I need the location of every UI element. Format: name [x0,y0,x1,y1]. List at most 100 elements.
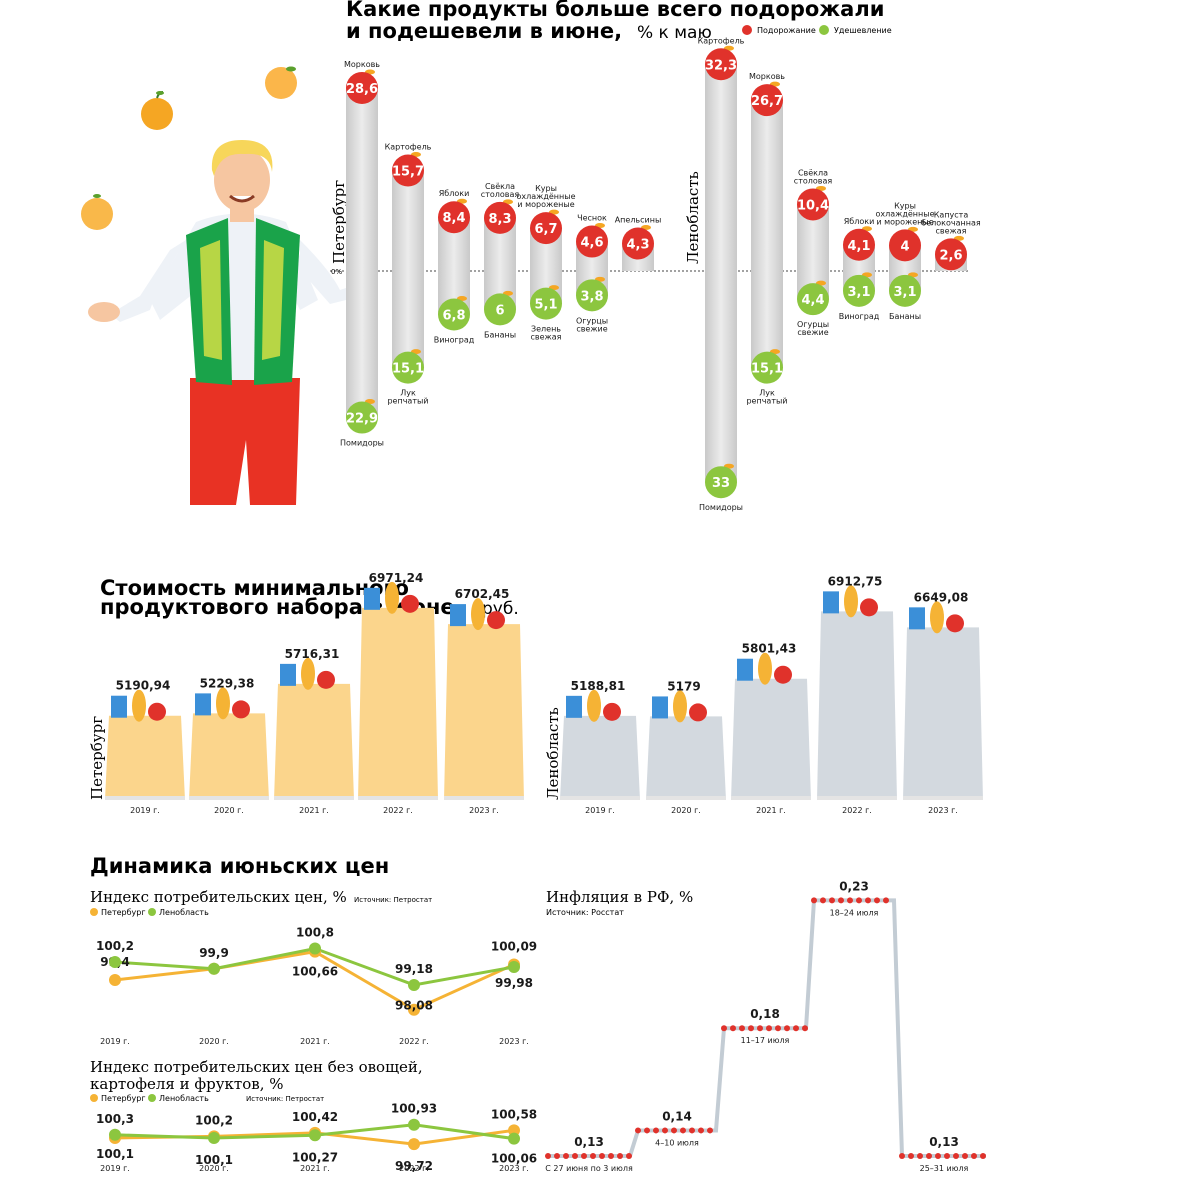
category-label: Лук [400,389,416,398]
inflation-dot [662,1127,668,1134]
inflation-dot [572,1153,578,1159]
category-label: Виноград [434,336,475,345]
bag-shadow [731,796,811,800]
year-label: 2019 г. [130,806,160,815]
value-label: 3,1 [847,285,870,300]
orange-icon [81,194,113,230]
year-label: 2022 г. [383,806,413,815]
category-label: Бананы [889,312,921,321]
category-label: Капуста [934,210,969,219]
basket-value: 6649,08 [914,590,969,604]
section2-title-line1: Стоимость минимального [100,576,409,600]
basket-value: 6702,45 [455,587,510,601]
category-label: охлаждённые [875,209,934,218]
inflation-dot [935,1153,941,1159]
year-label: 2023 г. [499,1037,529,1046]
category-label: и мороженые [517,200,574,209]
category-label: свежая [531,333,562,342]
year-label: 2020 г. [199,1037,229,1046]
point-label: 98,08 [395,999,433,1013]
category-label: Помидоры [699,503,743,512]
year-label: 2023 г. [928,806,958,815]
point-label: 100,66 [292,965,338,979]
rise-marker [889,229,921,262]
inflation-dot [698,1127,704,1134]
point-label: 99,18 [395,962,433,976]
bread-icon [758,652,772,685]
cpi-source: Источник: Петростат [354,896,432,904]
section1-title-line2: и подешевели в июне, [346,19,622,43]
legend-spb-dot [90,1094,98,1102]
value-label: 4 [900,239,909,254]
bag-shadow [444,796,524,800]
inflation-dot [820,897,826,904]
bag-shadow [274,796,354,800]
bag-shadow [105,796,185,800]
rise-marker [843,228,875,261]
value-label: 4,4 [801,293,824,308]
point-label: 100,09 [491,939,537,953]
grocery-bag [189,713,269,800]
value-label: 26,7 [751,94,783,109]
inflation-dot [766,1025,772,1032]
cpi-title: Индекс потребительских цен, % [90,888,347,906]
inflation-value: 0,13 [574,1135,604,1149]
inflation-dot [590,1153,596,1159]
category-label: Куры [894,201,916,210]
inflation-dot [608,1153,614,1159]
point-label: 100,2 [195,1113,233,1127]
value-label: 22,9 [346,412,378,427]
grocery-bag [444,624,524,800]
orange-icon [141,91,173,130]
category-label: Яблоки [439,189,470,198]
cpi2-title-line2: картофеля и фруктов, % [90,1075,284,1093]
bag-shadow [817,796,897,800]
category-label: репчатый [746,397,787,406]
year-label: 2021 г. [300,1037,330,1046]
rise-marker [438,201,470,234]
spb-series-line [114,950,515,1012]
tomato-icon [946,614,964,633]
category-label: столовая [481,190,520,199]
grocery-bag [105,715,185,800]
tomato-icon [603,702,621,721]
category-label: Картофель [698,36,745,45]
category-label: Чеснок [577,214,607,223]
category-label: Морковь [344,60,380,69]
series-point [208,962,220,975]
basket-value: 5716,31 [285,647,340,661]
bread-icon [301,657,315,690]
year-label: 2021 г. [756,806,786,815]
inflation-dot [635,1127,641,1134]
category-label: свежая [936,226,967,235]
orange-icon [265,66,297,99]
grocery-bag [646,716,726,800]
value-label: 28,6 [346,82,378,97]
legend-lo-label: Ленобласть [159,1094,209,1103]
category-label: Морковь [749,72,785,81]
inflation-dot [757,1025,763,1032]
series-point [208,1132,220,1144]
inflation-dot [617,1153,623,1159]
week-label: 25–31 июля [920,1164,969,1173]
inflation-dot [748,1025,754,1032]
basket-region-lo: Ленобласть [544,707,562,800]
milk-carton-icon [566,695,582,718]
inflation-dot [644,1127,650,1134]
cpi2-source: Источник: Петростат [246,1095,324,1103]
category-label: Виноград [839,312,880,321]
category-label: Помидоры [340,439,384,448]
fall-marker [530,287,562,320]
rise-marker [705,48,737,81]
point-label: 100,1 [96,1147,134,1161]
inflation-dot [883,897,889,904]
tomato-icon [148,702,166,721]
inflation-dot [707,1127,713,1134]
inflation-source: Источник: Росстат [546,908,624,917]
inflation-title: Инфляция в РФ, % [546,888,693,906]
series-point [408,1003,420,1016]
week-label: 18–24 июля [830,908,879,917]
inflation-dot [775,1025,781,1032]
year-label: 2019 г. [100,1164,130,1173]
value-label: 3,8 [580,289,603,304]
